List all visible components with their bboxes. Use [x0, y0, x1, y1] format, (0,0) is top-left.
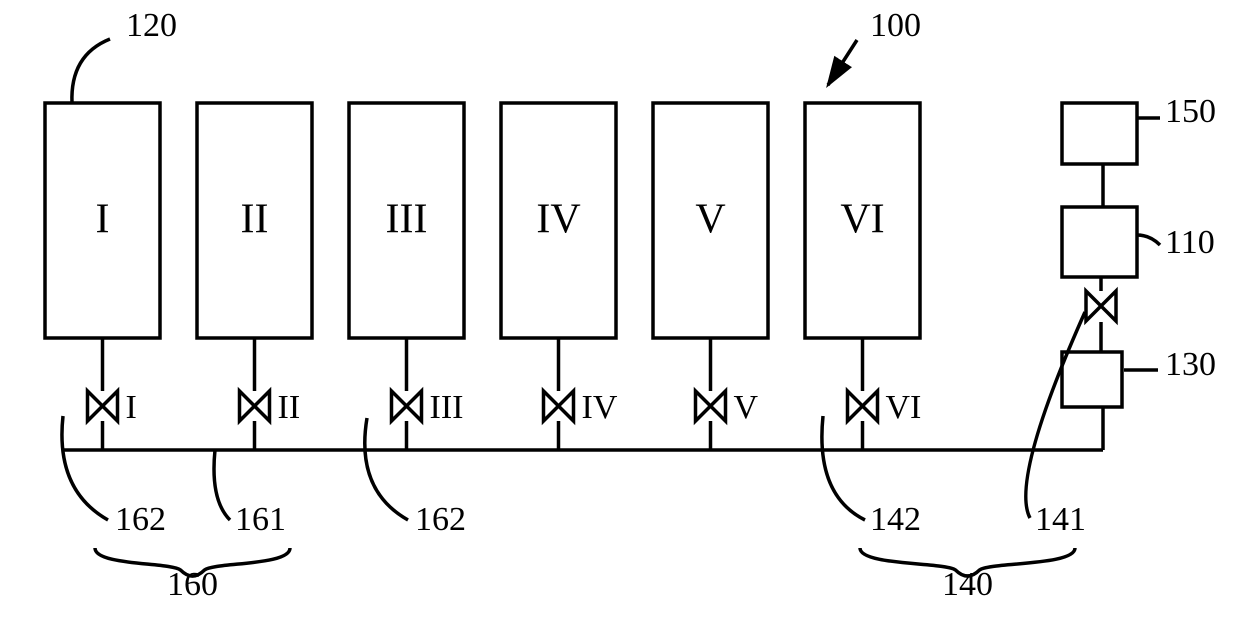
callout-text: 161 [235, 501, 286, 538]
callout-text: 141 [1035, 501, 1086, 538]
tank-valve-5: V [696, 338, 759, 450]
callout-text: 150 [1165, 93, 1216, 130]
callout-150: 150 [1137, 93, 1216, 130]
brace-label: 140 [942, 566, 993, 603]
tank-label: I [96, 197, 110, 243]
valve-label: III [430, 389, 464, 426]
tank-label: II [241, 197, 269, 243]
tank-valve-4: IV [544, 338, 618, 450]
tank-valve-1: I [88, 338, 137, 450]
tank-valve-2: II [240, 338, 301, 450]
valve-icon [392, 391, 422, 421]
callout-120: 120 [72, 7, 177, 103]
tank-label: IV [536, 197, 580, 243]
callout-110: 110 [1137, 224, 1215, 261]
valve-icon [240, 391, 270, 421]
right-valve-icon [1086, 291, 1116, 321]
box-130 [1062, 352, 1122, 407]
callout-text: 142 [870, 501, 921, 538]
brace-label: 160 [167, 566, 218, 603]
tank-6: VI [805, 103, 920, 338]
tank-label: III [386, 197, 428, 243]
callout-text: 120 [126, 7, 177, 44]
tank-valve-3: III [392, 338, 464, 450]
callout-text: 162 [115, 501, 166, 538]
callout-162b: 162 [365, 418, 466, 538]
valve-label: V [734, 389, 759, 426]
tank-valve-6: VI [848, 338, 922, 450]
callout-text: 100 [870, 7, 921, 44]
tank-3: III [349, 103, 464, 338]
valve-icon [88, 391, 118, 421]
box-110 [1062, 207, 1137, 277]
callout-141: 141 [1026, 312, 1086, 538]
valve-label: II [278, 389, 301, 426]
callout-142: 142 [822, 416, 921, 538]
tank-4: IV [501, 103, 616, 338]
callout-text: 130 [1165, 346, 1216, 383]
tank-5: V [653, 103, 768, 338]
brace-160: 160 [95, 548, 290, 603]
tank-2: II [197, 103, 312, 338]
valve-label: IV [582, 389, 618, 426]
tank-1: I [45, 103, 160, 338]
box-150 [1062, 103, 1137, 164]
valve-icon [848, 391, 878, 421]
tank-label: V [695, 197, 725, 243]
callout-161: 161 [214, 450, 286, 538]
callout-text: 110 [1165, 224, 1215, 261]
tank-label: VI [840, 197, 884, 243]
callout-130: 130 [1124, 346, 1216, 383]
callout-text: 162 [415, 501, 466, 538]
valve-label: VI [886, 389, 922, 426]
callout-162a: 162 [62, 416, 166, 538]
right-stack [1062, 103, 1137, 450]
valve-icon [544, 391, 574, 421]
brace-140: 140 [860, 548, 1075, 603]
valve-label: I [126, 389, 137, 426]
callout-100: 100 [828, 7, 921, 85]
valve-icon [696, 391, 726, 421]
